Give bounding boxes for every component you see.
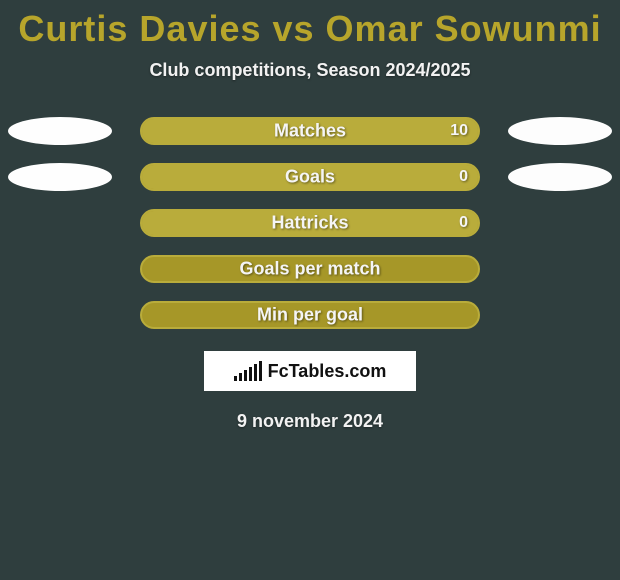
player-left-oval: [8, 117, 112, 145]
player-right-oval: [508, 163, 612, 191]
stat-label: Goals per match: [239, 259, 380, 280]
stat-right-value: 10: [450, 122, 468, 140]
stat-row: Goals per match: [0, 255, 620, 283]
stat-bar: Matches 10: [140, 117, 480, 145]
stat-bar: Goals 0: [140, 163, 480, 191]
comparison-card: Curtis Davies vs Omar Sowunmi Club compe…: [0, 0, 620, 580]
stat-row: Min per goal: [0, 301, 620, 329]
stat-row: Goals 0: [0, 163, 620, 191]
stat-row: Matches 10: [0, 117, 620, 145]
stat-row: Hattricks 0: [0, 209, 620, 237]
date-label: 9 november 2024: [0, 411, 620, 432]
logo-bars-icon: [234, 361, 262, 381]
player-right-oval: [508, 117, 612, 145]
stat-bar: Goals per match: [140, 255, 480, 283]
page-title: Curtis Davies vs Omar Sowunmi: [0, 0, 620, 50]
player-left-oval: [8, 163, 112, 191]
stat-bar: Min per goal: [140, 301, 480, 329]
stat-right-value: 0: [459, 168, 468, 186]
stat-label: Matches: [274, 121, 346, 142]
stat-right-value: 0: [459, 214, 468, 232]
stat-label: Min per goal: [257, 305, 363, 326]
subtitle: Club competitions, Season 2024/2025: [0, 60, 620, 81]
stat-label: Goals: [285, 167, 335, 188]
logo-text: FcTables.com: [268, 361, 387, 382]
stat-bar: Hattricks 0: [140, 209, 480, 237]
stat-label: Hattricks: [271, 213, 348, 234]
site-logo[interactable]: FcTables.com: [202, 349, 418, 393]
stats-list: Matches 10 Goals 0 Hattricks 0 Goals per match…: [0, 117, 620, 329]
